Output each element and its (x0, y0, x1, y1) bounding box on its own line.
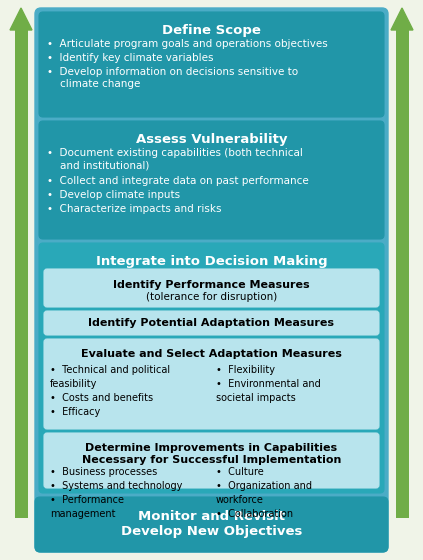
FancyBboxPatch shape (44, 311, 379, 335)
Text: Determine Improvements in Capabilities
Necessary for Successful Implementation: Determine Improvements in Capabilities N… (82, 443, 341, 465)
Text: (tolerance for disruption): (tolerance for disruption) (146, 292, 277, 302)
Text: Define Scope: Define Scope (162, 24, 261, 37)
Text: Identify Potential Adaptation Measures: Identify Potential Adaptation Measures (88, 318, 335, 328)
Text: •  Develop information on decisions sensitive to
    climate change: • Develop information on decisions sensi… (47, 67, 298, 90)
Text: •  Technical and political
feasibility
•  Costs and benefits
•  Efficacy: • Technical and political feasibility • … (50, 365, 170, 417)
Text: Integrate into Decision Making: Integrate into Decision Making (96, 255, 327, 268)
FancyBboxPatch shape (44, 339, 379, 429)
Text: Identify Performance Measures: Identify Performance Measures (113, 280, 310, 290)
Text: Assess Vulnerability: Assess Vulnerability (136, 133, 287, 146)
Polygon shape (10, 8, 32, 30)
Text: •  Develop climate inputs: • Develop climate inputs (47, 190, 180, 200)
Text: •  Flexibility
•  Environmental and
societal impacts: • Flexibility • Environmental and societ… (215, 365, 320, 403)
Polygon shape (391, 8, 413, 30)
Bar (14, 30, 27, 518)
FancyBboxPatch shape (44, 433, 379, 488)
Text: •  Culture
•  Organization and
workforce
•  Collaboration: • Culture • Organization and workforce •… (215, 467, 311, 519)
FancyBboxPatch shape (39, 243, 384, 493)
FancyBboxPatch shape (44, 269, 379, 307)
FancyBboxPatch shape (35, 497, 388, 552)
Text: •  Document existing capabilities (both technical
    and institutional): • Document existing capabilities (both t… (47, 148, 303, 170)
Text: •  Business processes
•  Systems and technology
•  Performance
management: • Business processes • Systems and techn… (50, 467, 182, 519)
Text: Evaluate and Select Adaptation Measures: Evaluate and Select Adaptation Measures (81, 349, 342, 359)
Text: •  Identify key climate variables: • Identify key climate variables (47, 53, 214, 63)
Text: •  Collect and integrate data on past performance: • Collect and integrate data on past per… (47, 176, 309, 186)
Text: Monitor and Revisit
Develop New Objectives: Monitor and Revisit Develop New Objectiv… (121, 511, 302, 539)
Text: •  Articulate program goals and operations objectives: • Articulate program goals and operation… (47, 39, 328, 49)
Bar (396, 30, 409, 518)
FancyBboxPatch shape (39, 121, 384, 239)
FancyBboxPatch shape (35, 8, 388, 552)
Text: •  Characterize impacts and risks: • Characterize impacts and risks (47, 204, 222, 214)
FancyBboxPatch shape (39, 12, 384, 117)
